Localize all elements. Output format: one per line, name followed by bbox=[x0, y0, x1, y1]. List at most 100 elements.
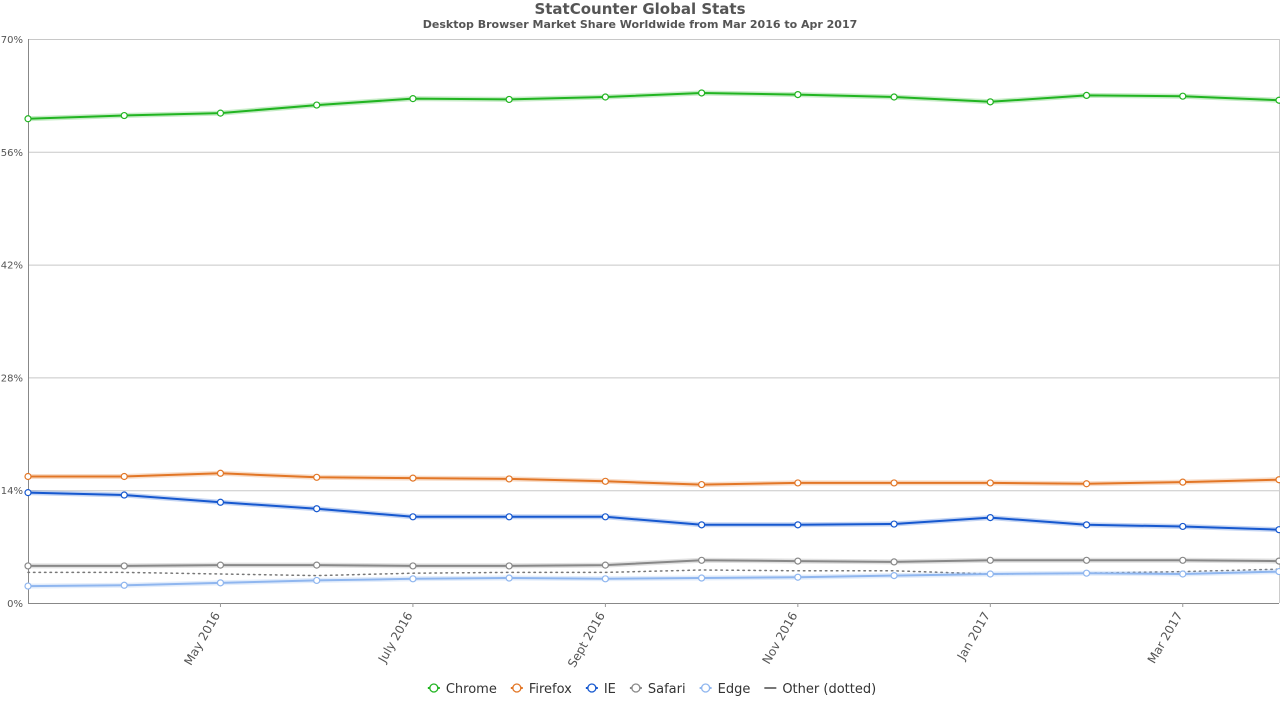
data-point-ie bbox=[313, 505, 321, 513]
data-point-safari bbox=[120, 562, 128, 570]
legend-marker-icon bbox=[631, 683, 641, 693]
chart-title: StatCounter Global Stats bbox=[534, 0, 746, 18]
legend-marker-icon bbox=[700, 683, 711, 693]
data-point-chrome bbox=[698, 89, 706, 97]
data-point-safari bbox=[24, 562, 32, 570]
data-point-ie bbox=[1275, 526, 1280, 534]
data-point-edge bbox=[890, 572, 898, 580]
x-tick-label: Sept 2016 bbox=[565, 610, 608, 670]
data-point-chrome bbox=[313, 101, 321, 109]
data-point-chrome bbox=[601, 93, 609, 101]
data-point-chrome bbox=[1179, 92, 1187, 100]
data-point-safari bbox=[1082, 556, 1091, 564]
data-point-chrome bbox=[409, 95, 417, 103]
data-point-safari bbox=[216, 561, 225, 569]
data-point-firefox bbox=[313, 473, 321, 481]
y-tick-label: 28% bbox=[1, 373, 23, 384]
legend-item-ie[interactable]: IE bbox=[585, 682, 616, 697]
legend-item-safari[interactable]: Safari bbox=[629, 682, 686, 697]
legend-item-firefox[interactable]: Firefox bbox=[510, 682, 572, 697]
y-tick-label: 14% bbox=[1, 486, 23, 497]
y-tick-label: 56% bbox=[1, 148, 23, 159]
data-point-chrome bbox=[216, 109, 225, 117]
data-point-chrome bbox=[1275, 96, 1280, 104]
series-line-chrome bbox=[27, 92, 1280, 120]
data-point-ie bbox=[216, 498, 225, 506]
series-line-edge bbox=[27, 570, 1280, 588]
legend-label: Safari bbox=[648, 682, 686, 697]
data-point-safari bbox=[409, 562, 417, 570]
legend[interactable]: Chrome Firefox IE Safari Edge Other (dotted) bbox=[427, 682, 876, 697]
series-line-other-dotted bbox=[27, 568, 1280, 577]
x-tick-label: Nov 2016 bbox=[759, 610, 800, 667]
legend-item-edge[interactable]: Edge bbox=[699, 682, 751, 697]
series-glow-chrome bbox=[27, 90, 1280, 122]
series-line-ie bbox=[27, 491, 1280, 531]
data-point-firefox bbox=[601, 477, 609, 485]
data-point-ie bbox=[601, 513, 609, 521]
data-point-ie bbox=[409, 513, 417, 521]
data-point-edge bbox=[216, 579, 225, 587]
data-point-ie bbox=[505, 513, 513, 521]
data-point-firefox bbox=[986, 479, 994, 487]
data-point-edge bbox=[794, 573, 802, 581]
data-point-firefox bbox=[409, 474, 417, 482]
data-point-ie bbox=[986, 513, 994, 522]
x-tick-label: May 2016 bbox=[181, 610, 223, 668]
data-point-safari bbox=[1275, 557, 1280, 565]
x-tick-label: July 2016 bbox=[375, 610, 416, 666]
data-point-edge bbox=[698, 574, 706, 582]
legend-marker-icon bbox=[512, 683, 522, 693]
data-point-safari bbox=[986, 556, 994, 564]
legend-label: Chrome bbox=[446, 682, 497, 697]
data-point-chrome bbox=[890, 93, 898, 101]
data-point-firefox bbox=[505, 475, 513, 483]
data-point-ie bbox=[24, 489, 32, 497]
data-point-edge bbox=[120, 581, 128, 589]
data-point-edge bbox=[505, 574, 513, 582]
x-tick-label: Mar 2017 bbox=[1145, 610, 1186, 666]
data-point-edge bbox=[1275, 567, 1280, 576]
data-point-edge bbox=[986, 570, 994, 578]
y-tick-label: 0% bbox=[7, 599, 23, 610]
data-point-edge bbox=[1082, 569, 1091, 577]
data-point-chrome bbox=[505, 95, 513, 104]
data-point-firefox bbox=[698, 480, 706, 489]
data-point-ie bbox=[890, 520, 898, 528]
legend-label: Other (dotted) bbox=[782, 682, 876, 697]
legend-label: IE bbox=[604, 682, 616, 697]
data-point-edge bbox=[24, 582, 32, 590]
legend-marker-icon bbox=[587, 683, 597, 693]
data-point-chrome bbox=[1082, 91, 1091, 100]
legend-marker-icon bbox=[429, 683, 439, 693]
data-point-safari bbox=[505, 562, 513, 570]
data-point-safari bbox=[601, 561, 609, 569]
legend-item-other-dotted[interactable]: Other (dotted) bbox=[764, 682, 876, 697]
legend-item-chrome[interactable]: Chrome bbox=[427, 682, 497, 697]
data-point-chrome bbox=[794, 90, 802, 99]
data-point-ie bbox=[1179, 522, 1187, 531]
series-lines bbox=[24, 89, 1280, 590]
data-point-firefox bbox=[216, 469, 225, 477]
data-point-ie bbox=[1082, 521, 1091, 529]
data-point-edge bbox=[601, 575, 609, 583]
data-point-firefox bbox=[1179, 478, 1187, 486]
data-point-edge bbox=[313, 576, 321, 585]
data-point-ie bbox=[698, 521, 706, 529]
data-point-firefox bbox=[1275, 476, 1280, 484]
data-point-safari bbox=[1179, 556, 1187, 564]
data-point-safari bbox=[890, 558, 898, 566]
x-tick-label: Jan 2017 bbox=[954, 609, 993, 663]
data-point-ie bbox=[120, 491, 128, 499]
series-line-safari bbox=[28, 559, 1280, 567]
legend-label: Edge bbox=[718, 682, 751, 697]
data-point-safari bbox=[313, 561, 321, 569]
data-point-chrome bbox=[120, 111, 128, 120]
data-point-firefox bbox=[794, 479, 802, 487]
y-tick-label: 70% bbox=[1, 35, 23, 46]
data-point-safari bbox=[698, 556, 706, 564]
data-point-firefox bbox=[1082, 480, 1091, 488]
chart-subtitle: Desktop Browser Market Share Worldwide f… bbox=[422, 18, 858, 31]
legend-label: Firefox bbox=[529, 682, 572, 697]
